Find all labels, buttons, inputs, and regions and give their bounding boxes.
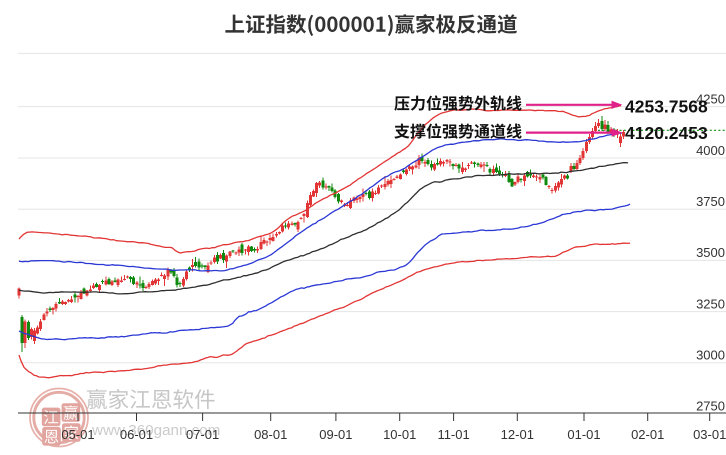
- svg-text:10-01: 10-01: [383, 427, 416, 442]
- svg-text:2750: 2750: [696, 398, 725, 413]
- svg-text:3000: 3000: [696, 348, 725, 363]
- svg-text:06-01: 06-01: [120, 427, 153, 442]
- svg-text:3750: 3750: [696, 194, 725, 209]
- svg-text:02-01: 02-01: [631, 427, 664, 442]
- svg-text:09-01: 09-01: [319, 427, 352, 442]
- svg-text:www.360gann.com: www.360gann.com: [91, 422, 220, 439]
- svg-text:4253.7568: 4253.7568: [625, 97, 708, 117]
- svg-text:3500: 3500: [696, 245, 725, 260]
- svg-text:11-01: 11-01: [437, 427, 469, 442]
- svg-text:4250: 4250: [696, 91, 725, 106]
- svg-text:3250: 3250: [696, 296, 725, 311]
- svg-text:12-01: 12-01: [501, 427, 534, 442]
- svg-text:03-01: 03-01: [693, 427, 726, 442]
- svg-text:07-01: 07-01: [186, 427, 219, 442]
- svg-text:05-01: 05-01: [61, 427, 94, 442]
- svg-text:01-01: 01-01: [567, 427, 600, 442]
- svg-text:4120.2453: 4120.2453: [625, 123, 708, 143]
- svg-text:08-01: 08-01: [254, 427, 287, 442]
- svg-text:4000: 4000: [696, 143, 725, 158]
